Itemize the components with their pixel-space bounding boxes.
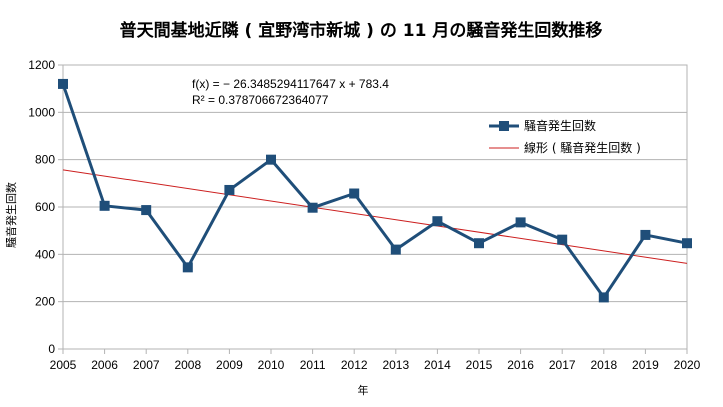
y-tick-label: 600 [35,200,55,214]
data-point [99,200,110,211]
legend-series-marker [499,121,509,131]
trend-equation: f(x) = − 26.3485294117647 x + 783.4 [192,77,389,91]
data-point [640,229,651,240]
trend-r-squared: R² = 0.378706672364077 [192,93,329,107]
x-tick-label: 2012 [341,358,368,372]
y-axis-ticks: 0 200 400 600 800 1000 1200 [28,58,63,356]
x-tick-label: 2011 [300,358,326,372]
series-points [58,78,692,303]
y-tick-label: 400 [35,247,55,261]
x-tick-label: 2019 [632,358,659,372]
x-tick-label: 2014 [424,358,451,372]
legend-trend-label: 線形 ( 騒音発生回数 ) [524,140,641,155]
y-axis-label: 騒音発生回数 [4,182,18,248]
x-tick-label: 2017 [549,358,576,372]
data-point [349,188,360,199]
plot-area [62,64,688,350]
data-point [224,184,235,195]
x-tick-label: 2010 [258,358,285,372]
x-tick-label: 2013 [382,358,409,372]
y-tick-label: 1000 [28,105,55,119]
x-tick-label: 2005 [50,358,77,372]
x-tick-label: 2015 [466,358,493,372]
y-tick-label: 200 [35,295,55,309]
y-tick-label: 1200 [28,58,55,72]
x-tick-label: 2006 [91,358,118,372]
x-tick-label: 2007 [133,358,160,372]
legend: 騒音発生回数 線形 ( 騒音発生回数 ) [489,118,641,155]
data-point [474,238,484,249]
data-point [432,216,443,227]
y-tick-label: 0 [48,342,55,356]
x-tick-label: 2018 [590,358,617,372]
trend-line [62,169,688,264]
x-axis-label: 年 [358,383,369,397]
series-line [61,83,688,299]
legend-series-label: 騒音発生回数 [524,118,596,133]
x-tick-label: 2008 [174,358,201,372]
data-point [182,262,193,273]
x-tick-label: 2009 [216,358,243,372]
data-point [682,238,692,249]
data-point [141,205,152,216]
data-point [266,154,276,165]
data-point [58,78,68,89]
data-point [598,292,609,303]
grid [63,64,687,350]
data-point [515,217,526,228]
chart-title: 普天間基地近隣 ( 宜野湾市新城 ) の 11 月の騒音発生回数推移 [120,20,603,41]
data-point [390,244,401,255]
x-tick-label: 2016 [507,358,534,372]
x-tick-label: 2020 [674,358,701,372]
data-point [307,202,318,213]
data-point [557,234,568,245]
y-tick-label: 800 [35,153,55,167]
x-axis-ticks: 2005 2006 2007 2008 2009 2010 2011 2012 2013 2014… [50,349,701,372]
